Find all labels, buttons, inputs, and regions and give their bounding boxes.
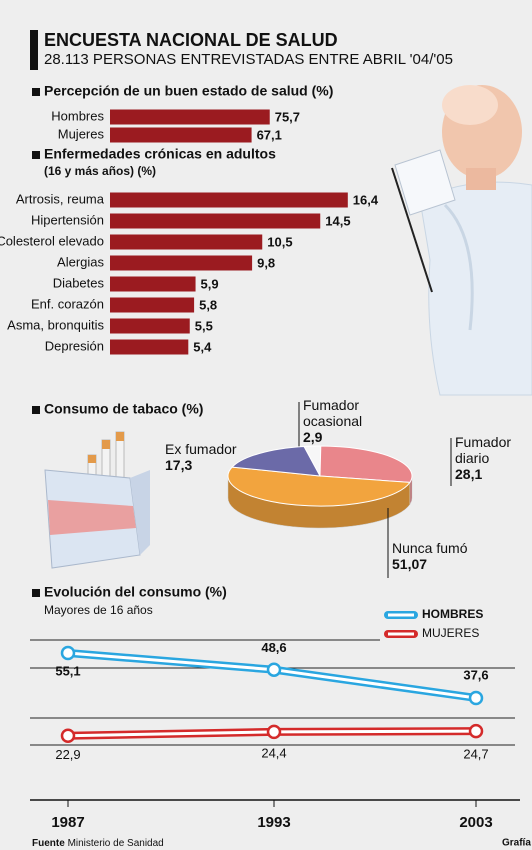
point: [470, 692, 482, 704]
credit: Grafía: [502, 838, 531, 849]
value-label: 67,1: [257, 127, 282, 142]
header-subtitle: 28.113 PERSONAS ENTREVISTADAS ENTRE ABRI…: [44, 51, 453, 68]
bar: [110, 277, 196, 292]
value-label: 37,6: [463, 667, 488, 682]
point: [268, 664, 280, 676]
value-label: 10,5: [267, 234, 292, 249]
bar: [110, 214, 320, 229]
category-label: Mujeres: [58, 126, 105, 141]
bar: [110, 298, 194, 313]
section-subtitle: (16 y más años) (%): [44, 164, 156, 178]
category-label: Diabetes: [53, 275, 105, 290]
section-bullet: [32, 151, 40, 159]
point: [268, 726, 280, 738]
bar: [110, 235, 262, 250]
section-subtitle: Mayores de 16 años: [44, 603, 153, 617]
point: [62, 647, 74, 659]
pie-category: Nunca fumó: [392, 540, 502, 556]
pie-category: Ex fumador: [165, 441, 260, 457]
value-label: 55,1: [55, 663, 80, 678]
legend-label: HOMBRES: [422, 607, 483, 621]
x-tick-label: 1987: [51, 814, 84, 831]
section-title: Evolución del consumo (%): [44, 584, 227, 600]
legend-label: MUJERES: [422, 626, 479, 640]
category-label: Asma, bronquitis: [7, 317, 104, 332]
point: [62, 730, 74, 742]
value-label: 9,8: [257, 255, 275, 270]
value-label: 16,4: [353, 192, 379, 207]
header-bar: [30, 30, 38, 70]
section-bullet: [32, 88, 40, 96]
value-label: 24,7: [463, 747, 488, 762]
section-title: Consumo de tabaco (%): [44, 401, 203, 417]
x-tick-label: 2003: [459, 814, 492, 831]
pie-value: 51,07: [392, 556, 502, 572]
pie-value: 28,1: [455, 466, 527, 482]
category-label: Enf. corazón: [31, 296, 104, 311]
source: Ministerio de Sanidad: [68, 838, 164, 849]
pie-value: 2,9: [303, 429, 381, 445]
value-label: 22,9: [55, 747, 80, 762]
category-label: Depresión: [45, 338, 104, 353]
pie-value: 17,3: [165, 457, 260, 473]
value-label: 5,9: [201, 276, 219, 291]
value-label: 5,4: [193, 339, 212, 354]
bar: [110, 340, 188, 355]
source-label: Fuente: [32, 838, 65, 849]
section-title: Percepción de un buen estado de salud (%…: [44, 83, 333, 99]
footer: Fuente Ministerio de Sanidad: [32, 838, 164, 849]
category-label: Colesterol elevado: [0, 233, 104, 248]
value-label: 5,8: [199, 297, 217, 312]
value-label: 48,6: [261, 640, 286, 655]
bar: [110, 128, 252, 143]
value-label: 5,5: [195, 318, 213, 333]
category-label: Alergias: [57, 254, 104, 269]
value-label: 14,5: [325, 213, 350, 228]
bar: [110, 256, 252, 271]
header-title: ENCUESTA NACIONAL DE SALUD: [44, 30, 338, 50]
value-label: 24,4: [261, 745, 286, 760]
section-title: Enfermedades crónicas en adultos: [44, 146, 276, 162]
bar: [110, 193, 348, 208]
category-label: Hombres: [51, 108, 104, 123]
category-label: Artrosis, reuma: [16, 191, 105, 206]
point: [470, 725, 482, 737]
page: ENCUESTA NACIONAL DE SALUD 28.113 PERSON…: [0, 0, 532, 850]
bar: [110, 110, 270, 125]
value-label: 75,7: [275, 109, 300, 124]
pie-category: Fumador ocasional: [303, 397, 381, 429]
infographic: ENCUESTA NACIONAL DE SALUD 28.113 PERSON…: [0, 0, 532, 850]
category-label: Hipertensión: [31, 212, 104, 227]
pie-category: Fumador diario: [455, 434, 527, 466]
section-bullet: [32, 406, 40, 414]
section-bullet: [32, 589, 40, 597]
x-tick-label: 1993: [257, 814, 290, 831]
bar: [110, 319, 190, 334]
